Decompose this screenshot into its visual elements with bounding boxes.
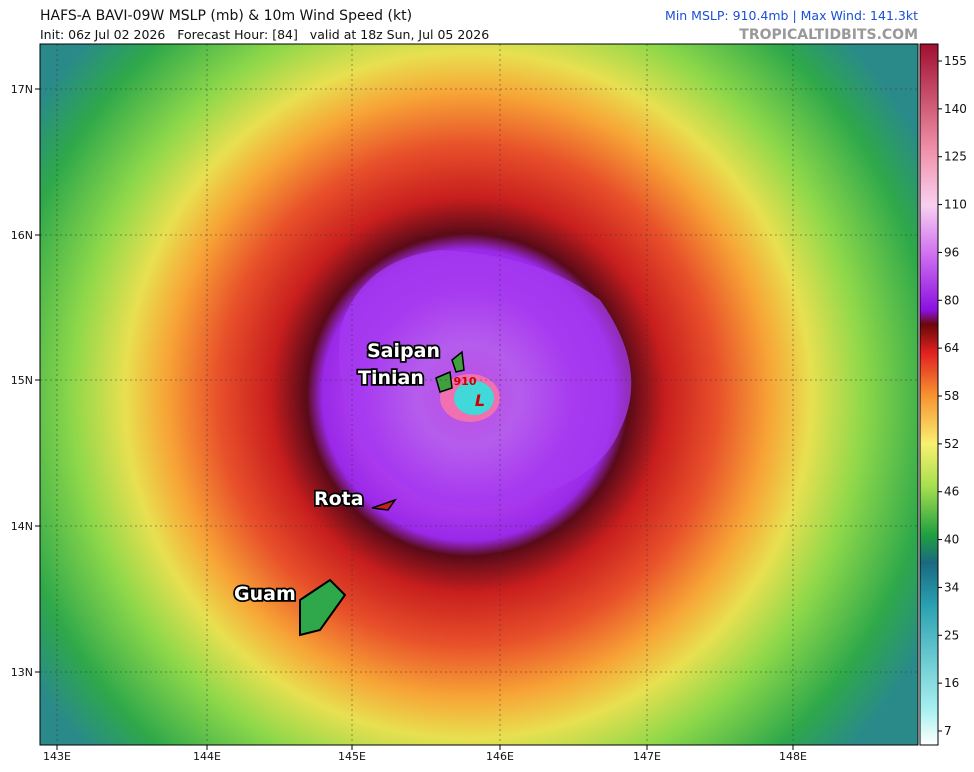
colorbar-label: 140 <box>944 102 967 116</box>
colorbar-label: 125 <box>944 150 967 164</box>
eye <box>454 381 494 415</box>
lat-label: 13N <box>11 666 33 679</box>
map: Saipan Tinian Rota Guam 910 L <box>40 44 918 745</box>
colorbar-label: 16 <box>944 676 959 690</box>
colorbar-label: 64 <box>944 341 959 355</box>
colorbar-label: 96 <box>944 245 959 259</box>
map-frame <box>39 43 919 746</box>
graticule <box>40 44 918 745</box>
colorbar-label: 46 <box>944 485 959 499</box>
lat-label: 16N <box>11 229 33 242</box>
colorbar-label: 58 <box>944 389 959 403</box>
center-pressure: 910 <box>454 375 477 388</box>
colorbar-label: 110 <box>944 198 967 212</box>
place-label: Saipan <box>367 340 440 362</box>
place-label: Tinian <box>358 367 424 389</box>
low-symbol: L <box>475 391 485 410</box>
lon-label: 147E <box>633 750 661 763</box>
lon-label: 146E <box>486 750 514 763</box>
tinian <box>435 370 453 393</box>
colorbar-label: 40 <box>944 533 959 547</box>
colorbar-label: 80 <box>944 293 959 307</box>
colorbar-label: 7 <box>944 724 952 738</box>
subtitle: Init: 06z Jul 02 2026 Forecast Hour: [84… <box>40 27 489 42</box>
lon-label: 144E <box>193 750 221 763</box>
lon-label: 145E <box>338 750 366 763</box>
lon-label: 148E <box>779 750 807 763</box>
colorbar-label: 52 <box>944 437 959 451</box>
rota <box>371 498 397 511</box>
lat-label: 15N <box>11 374 33 387</box>
lat-label: 14N <box>11 520 33 533</box>
place-label: Rota <box>314 488 364 510</box>
axis-labels: 143E 144E 145E 146E 147E 148E 17N 16N 15N 14N 13N 1… <box>11 54 967 763</box>
stats: Min MSLP: 910.4mb | Max Wind: 141.3kt <box>665 8 918 23</box>
guam <box>299 578 347 637</box>
credit: TROPICALTIDBITS.COM <box>739 27 918 43</box>
colorbar <box>919 43 939 746</box>
place-label: Guam <box>234 583 296 605</box>
colorbar-label: 25 <box>944 628 959 642</box>
lon-label: 143E <box>43 750 71 763</box>
colorbar-label: 34 <box>944 580 959 594</box>
title: HAFS-A BAVI-09W MSLP (mb) & 10m Wind Spe… <box>40 8 412 24</box>
colorbar-label: 155 <box>944 54 967 68</box>
lat-label: 17N <box>11 83 33 96</box>
saipan <box>451 350 465 373</box>
